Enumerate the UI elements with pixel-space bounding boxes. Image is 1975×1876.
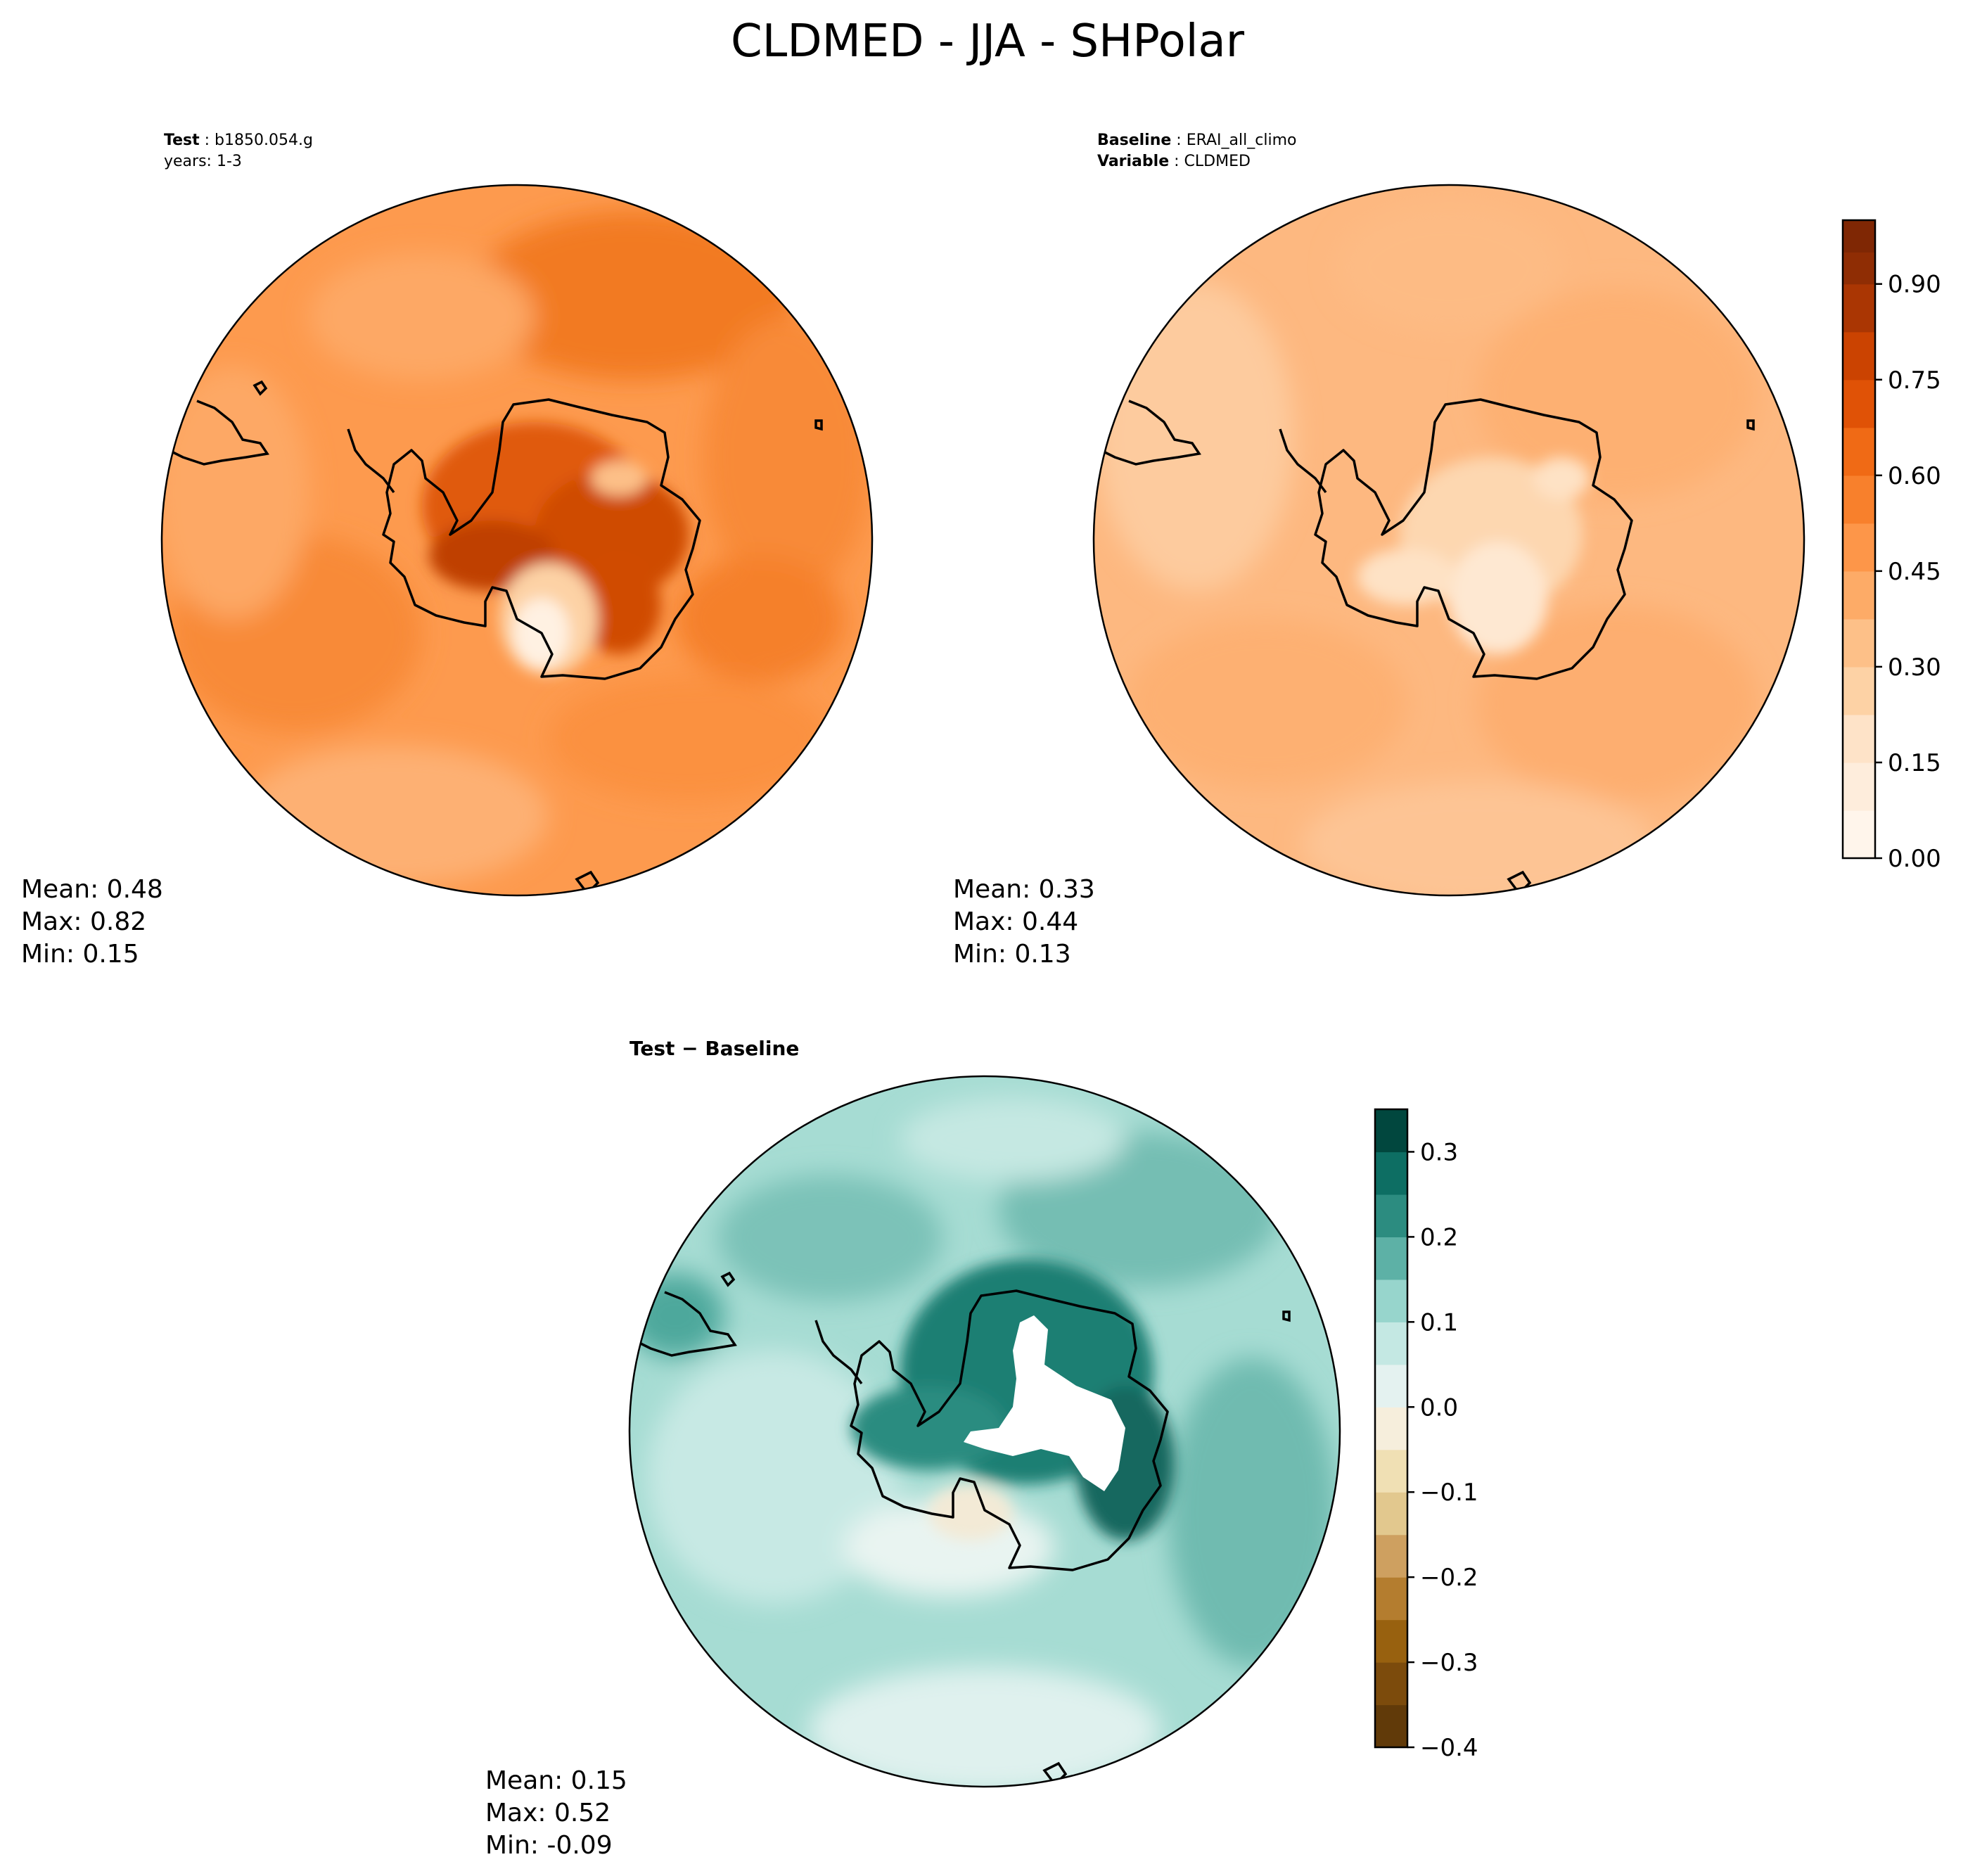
variable-label-key: Variable bbox=[1097, 153, 1169, 170]
oranges-colorbar-segment bbox=[1843, 252, 1875, 285]
difference-max: Max: 0.52 bbox=[485, 1799, 611, 1827]
oranges-colorbar-segment bbox=[1843, 427, 1875, 476]
diverging-colorbar-tick-label: −0.1 bbox=[1420, 1479, 1478, 1507]
baseline-label-value: ERAI_all_climo bbox=[1187, 132, 1297, 149]
diverging-colorbar: −0.4 −0.3 −0.2 −0.1 0.0 0.1 0.2 0.3 bbox=[1374, 1108, 1478, 1762]
difference-title-test: Test bbox=[629, 1037, 675, 1060]
diverging-colorbar-segment bbox=[1375, 1704, 1407, 1748]
diverging-colorbar-tick-label: 0.2 bbox=[1420, 1223, 1458, 1251]
oranges-colorbar-tick-label: 0.90 bbox=[1888, 271, 1941, 299]
oranges-colorbar-segment bbox=[1843, 220, 1875, 253]
difference-panel: Test − Baseline bbox=[485, 1037, 1478, 1860]
baseline-label-key: Baseline bbox=[1097, 132, 1171, 149]
diverging-colorbar-tick-label: 0.3 bbox=[1420, 1138, 1458, 1166]
oranges-colorbar-segment bbox=[1843, 523, 1875, 572]
baseline-label: Baseline : ERAI_all_climo bbox=[1097, 132, 1296, 149]
oranges-colorbar-segment bbox=[1843, 379, 1875, 428]
difference-stats: Mean: 0.15 Max: 0.52 Min: -0.09 bbox=[485, 1766, 627, 1860]
oranges-colorbar-segment bbox=[1843, 618, 1875, 668]
baseline-map-field bbox=[1094, 185, 1804, 895]
diverging-colorbar-frame bbox=[1374, 1108, 1409, 1749]
difference-title-baseline: Baseline bbox=[705, 1037, 799, 1060]
oranges-colorbar-tick-label: 0.00 bbox=[1888, 845, 1941, 873]
test-label-key: Test bbox=[164, 132, 200, 149]
oranges-colorbar-segment bbox=[1843, 283, 1875, 333]
oranges-colorbar-segment bbox=[1843, 666, 1875, 715]
figure-title: CLDMED - JJA - SHPolar bbox=[731, 15, 1245, 68]
diverging-colorbar-segment bbox=[1375, 1407, 1407, 1450]
diverging-colorbar-segment bbox=[1375, 1364, 1407, 1408]
test-panel: Test : b1850.054.g years: 1-3 bbox=[21, 132, 874, 969]
diverging-colorbar-segment bbox=[1375, 1449, 1407, 1493]
oranges-colorbar-segment bbox=[1843, 762, 1875, 811]
diverging-colorbar-tick-label: 0.1 bbox=[1420, 1308, 1458, 1336]
oranges-colorbar-tick-label: 0.45 bbox=[1888, 558, 1941, 586]
oranges-colorbar-segment bbox=[1843, 570, 1875, 620]
test-map-boundary bbox=[160, 184, 874, 897]
test-max: Max: 0.82 bbox=[21, 907, 146, 936]
oranges-colorbar-segment bbox=[1843, 714, 1875, 763]
oranges-colorbar-segment bbox=[1843, 331, 1875, 381]
diverging-colorbar-segment bbox=[1375, 1194, 1407, 1237]
diverging-colorbar-segment bbox=[1375, 1577, 1407, 1621]
baseline-min: Min: 0.13 bbox=[953, 940, 1071, 969]
difference-min: Min: -0.09 bbox=[485, 1831, 613, 1860]
oranges-colorbar-tick-label: 0.15 bbox=[1888, 749, 1941, 777]
test-mean: Mean: 0.48 bbox=[21, 875, 163, 904]
test-years: years: 1-3 bbox=[164, 153, 242, 170]
oranges-colorbar-segment bbox=[1843, 810, 1875, 859]
diverging-colorbar-tick-label: −0.2 bbox=[1420, 1564, 1478, 1592]
diverging-colorbar-segment bbox=[1375, 1322, 1407, 1365]
diverging-colorbar-tick-label: 0.0 bbox=[1420, 1393, 1458, 1422]
oranges-colorbar-tick-label: 0.30 bbox=[1888, 653, 1941, 682]
oranges-colorbar: 0.00 0.15 0.30 0.45 0.60 0.75 0.90 bbox=[1841, 219, 1941, 873]
baseline-panel: Baseline : ERAI_all_climo Variable : CLD… bbox=[953, 132, 1941, 969]
diverging-colorbar-segment bbox=[1375, 1237, 1407, 1280]
diverging-colorbar-segment bbox=[1375, 1109, 1407, 1153]
oranges-colorbar-frame bbox=[1841, 219, 1877, 860]
difference-map-field bbox=[629, 1076, 1340, 1787]
test-stats: Mean: 0.48 Max: 0.82 Min: 0.15 bbox=[21, 875, 163, 969]
baseline-mean: Mean: 0.33 bbox=[953, 875, 1095, 904]
diverging-colorbar-segment bbox=[1375, 1151, 1407, 1195]
test-label: Test : b1850.054.g bbox=[164, 132, 313, 149]
test-label-value: b1850.054.g bbox=[215, 132, 313, 149]
baseline-max: Max: 0.44 bbox=[953, 907, 1078, 936]
variable-label-value: CLDMED bbox=[1184, 153, 1251, 170]
baseline-stats: Mean: 0.33 Max: 0.44 Min: 0.13 bbox=[953, 875, 1095, 969]
difference-map-boundary bbox=[628, 1075, 1341, 1788]
diverging-colorbar-tick-label: −0.4 bbox=[1420, 1734, 1478, 1762]
test-map-field bbox=[162, 185, 872, 895]
diverging-colorbar-segment bbox=[1375, 1534, 1407, 1578]
baseline-map-boundary bbox=[1092, 184, 1805, 897]
diverging-colorbar-segment bbox=[1375, 1619, 1407, 1663]
oranges-colorbar-tick-label: 0.75 bbox=[1888, 366, 1941, 395]
difference-title: Test − Baseline bbox=[629, 1037, 799, 1060]
diverging-colorbar-segment bbox=[1375, 1279, 1407, 1322]
difference-mean: Mean: 0.15 bbox=[485, 1766, 627, 1795]
diverging-colorbar-segment bbox=[1375, 1492, 1407, 1536]
test-min: Min: 0.15 bbox=[21, 940, 139, 969]
diverging-colorbar-tick-label: −0.3 bbox=[1420, 1649, 1478, 1677]
oranges-colorbar-segment bbox=[1843, 475, 1875, 524]
diverging-colorbar-segment bbox=[1375, 1662, 1407, 1706]
oranges-colorbar-tick-label: 0.60 bbox=[1888, 462, 1941, 490]
variable-label: Variable : CLDMED bbox=[1097, 153, 1251, 170]
